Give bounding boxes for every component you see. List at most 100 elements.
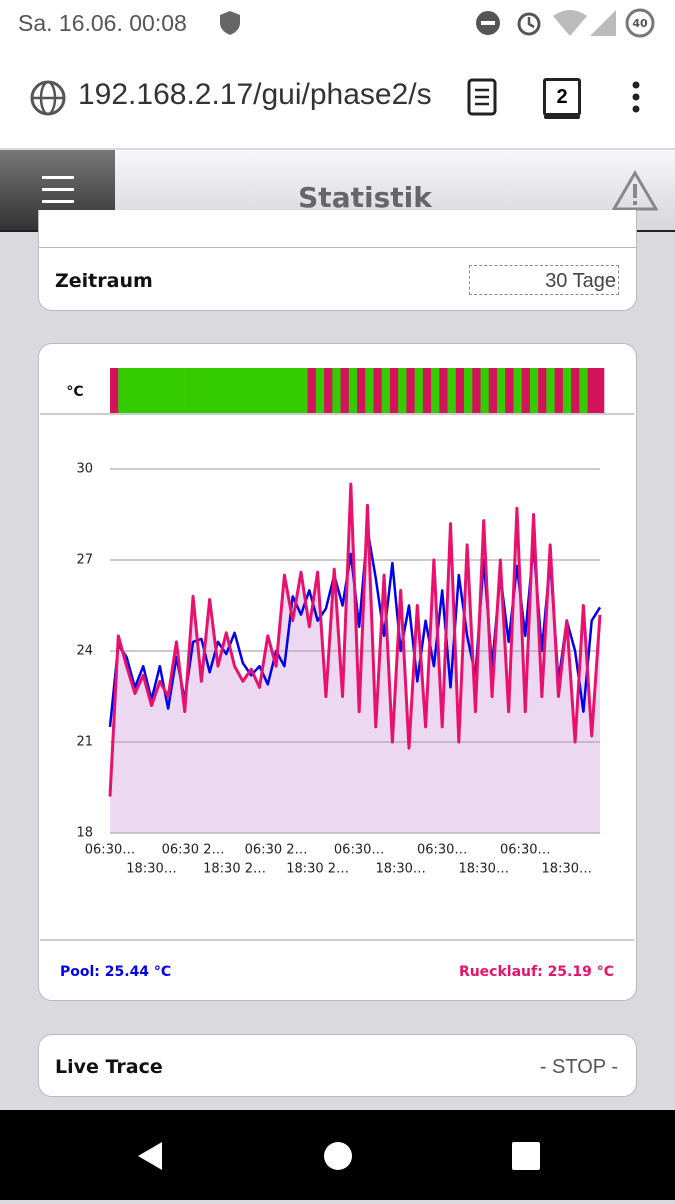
status-segment	[134, 368, 144, 413]
x-tick-label: 18:30…	[126, 862, 176, 877]
status-segment	[208, 368, 218, 413]
status-segment	[546, 368, 555, 413]
status-segment	[151, 368, 160, 413]
status-segment	[159, 368, 168, 413]
status-segment	[266, 368, 275, 413]
status-segment	[233, 368, 243, 413]
status-segment	[381, 368, 391, 413]
status-segment	[455, 368, 465, 413]
status-segment	[175, 368, 185, 413]
status-segment	[562, 368, 572, 413]
status-segment	[389, 368, 399, 413]
y-tick-label: 18	[76, 826, 93, 841]
status-segment	[167, 368, 177, 413]
nav-buttons	[138, 1142, 540, 1170]
status-segment	[447, 368, 457, 413]
tab-count[interactable]: 2	[543, 78, 581, 116]
status-segment	[332, 368, 341, 413]
status-segment	[192, 368, 201, 413]
chart: °C Pool: 25.44 °C Ruecklauf: 25.19 °C 18…	[40, 368, 634, 980]
y-tick-label: 24	[76, 644, 93, 659]
reader-icon[interactable]	[466, 78, 502, 118]
status-segment	[538, 368, 547, 413]
area	[110, 484, 600, 833]
status-segment	[431, 368, 440, 413]
nav-bar	[0, 1110, 675, 1200]
status-segment	[274, 368, 284, 413]
x-tick-label: 06:30…	[334, 843, 384, 858]
status-segment	[529, 368, 539, 413]
status-segment	[282, 368, 292, 413]
status-segment	[241, 368, 251, 413]
x-tick-label: 18:30…	[375, 862, 425, 877]
divider	[39, 247, 636, 248]
status-segment	[340, 368, 350, 413]
clock: Sa. 16.06. 00:08	[18, 10, 187, 36]
battery-level: 40	[632, 17, 648, 30]
y-tick-label: 30	[76, 462, 93, 477]
status-segment	[258, 368, 267, 413]
x-tick-label: 06:30…	[85, 843, 135, 858]
hamburger-icon	[42, 176, 74, 203]
x-tick-label: 18:30 2…	[203, 862, 266, 877]
status-segment	[521, 368, 531, 413]
x-tick-label: 18:30…	[458, 862, 508, 877]
x-tick-label: 18:30…	[542, 862, 592, 877]
chart-card: °C Pool: 25.44 °C Ruecklauf: 25.19 °C 18…	[38, 343, 637, 1001]
status-segment	[373, 368, 382, 413]
status-segment	[307, 368, 317, 413]
status-segment	[225, 368, 234, 413]
status-segment	[357, 368, 366, 413]
status-segment	[480, 368, 490, 413]
legend-entry: Ruecklauf: 25.19 °C	[459, 964, 614, 980]
status-segment	[126, 368, 135, 413]
status-segment	[348, 368, 358, 413]
status-segment	[217, 368, 226, 413]
status-segment	[505, 368, 514, 413]
x-tick-label: 06:30 2…	[162, 843, 225, 858]
zeitraum-card: Zeitraum 30 Tage	[38, 210, 637, 311]
url[interactable]: 192.168.2.17/gui/phase2/s	[78, 78, 432, 111]
series-line	[108, 482, 602, 797]
menu-dots[interactable]	[626, 80, 646, 116]
legend-entry: Pool: 25.44 °C	[60, 964, 171, 980]
status-icons: 40	[476, 8, 655, 38]
zeitraum-select[interactable]: 30 Tage	[469, 265, 619, 295]
shield-icon	[220, 11, 240, 35]
status-segment	[324, 368, 333, 413]
warning-icon[interactable]	[612, 170, 658, 212]
x-tick-label: 06:30 2…	[245, 843, 308, 858]
status-segment	[496, 368, 506, 413]
status-segment	[595, 368, 605, 413]
status-segment	[464, 368, 473, 413]
x-tick-label: 06:30…	[417, 843, 467, 858]
status-segment	[249, 368, 259, 413]
status-segment	[142, 368, 152, 413]
status-segment	[488, 368, 498, 413]
live-trace-toggle[interactable]: - STOP -	[539, 1056, 618, 1078]
x-tick-label: 18:30 2…	[286, 862, 349, 877]
status-segment	[200, 368, 210, 413]
status-segment	[299, 368, 308, 413]
status-segment	[472, 368, 481, 413]
zeitraum-label: Zeitraum	[55, 270, 153, 292]
status-segment	[579, 368, 588, 413]
status-segment	[554, 368, 564, 413]
status-segment	[398, 368, 407, 413]
status-segment	[439, 368, 448, 413]
status-segment	[315, 368, 325, 413]
status-segment	[422, 368, 432, 413]
status-segment	[118, 368, 127, 413]
y-unit: °C	[66, 384, 83, 400]
status-segment	[571, 368, 580, 413]
live-trace-label: Live Trace	[55, 1056, 163, 1078]
status-segment	[291, 368, 300, 413]
y-tick-label: 21	[76, 735, 93, 750]
browser-chrome: Sa. 16.06. 00:08 40 192.168.2.17/gui/pha…	[0, 0, 675, 148]
status-segment	[587, 368, 597, 413]
status-segment	[110, 368, 119, 413]
status-segment	[184, 368, 193, 413]
globe-icon	[30, 80, 66, 116]
page-title: Statistik	[298, 181, 432, 214]
